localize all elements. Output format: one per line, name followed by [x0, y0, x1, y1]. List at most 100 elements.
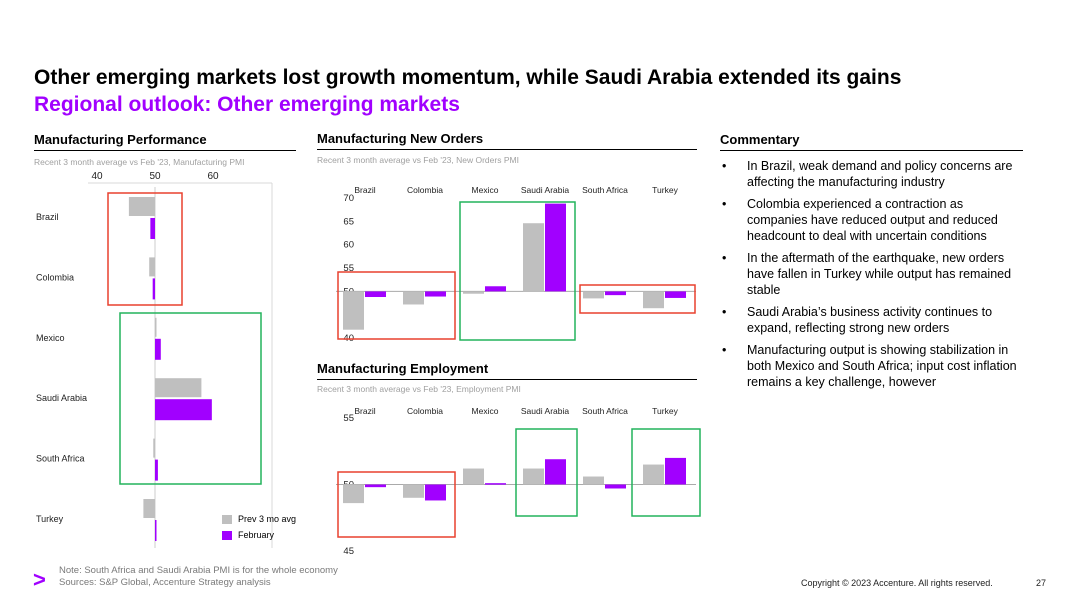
bar-prev [149, 257, 155, 277]
commentary-text: In the aftermath of the earthquake, new … [747, 251, 1012, 297]
page-subtitle: Regional outlook: Other emerging markets [34, 93, 460, 116]
bar-prev [143, 499, 155, 518]
new-orders-title: Manufacturing New Orders [317, 131, 484, 146]
y-tick-label: 65 [343, 216, 354, 227]
bar-prev [155, 378, 202, 398]
category-label: Colombia [407, 185, 443, 195]
legend-feb-label: February [238, 530, 275, 540]
highlight-box-green [459, 201, 576, 341]
bar-prev [128, 197, 155, 216]
highlight-box-red [107, 192, 183, 306]
x-tick-label: 40 [91, 171, 103, 182]
bar-prev [463, 468, 484, 485]
bar-february [365, 484, 386, 488]
page-title: Other emerging markets lost growth momen… [34, 66, 902, 89]
bar-february [155, 520, 157, 541]
category-label: Saudi Arabia [521, 185, 569, 195]
bullet-icon: • [722, 343, 727, 357]
bar-prev [583, 291, 604, 299]
category-label: Mexico [472, 406, 499, 416]
employment-chart: 455055BrazilColombiaMexicoSaudi ArabiaSo… [336, 406, 701, 557]
employment-rule [317, 379, 697, 380]
category-label: Turkey [36, 514, 64, 524]
performance-subtitle: Recent 3 month average vs Feb '23, Manuf… [34, 157, 245, 167]
y-tick-label: 70 [343, 193, 354, 204]
bar-february [665, 457, 686, 485]
category-label: Colombia [407, 406, 443, 416]
highlight-box-red [337, 271, 456, 340]
bar-prev [583, 476, 604, 485]
performance-title: Manufacturing Performance [34, 132, 207, 147]
bar-prev [403, 484, 424, 498]
legend-prev-swatch [222, 515, 232, 524]
legend-feb-swatch [222, 531, 232, 540]
commentary-text: In Brazil, weak demand and policy concer… [747, 159, 1013, 189]
performance-chart: 40 50 60 Brazil Colombia Mexico Saudi Arabia So… [36, 171, 273, 548]
x-tick-label: 50 [149, 171, 161, 182]
category-label: South Africa [582, 406, 628, 416]
commentary-title: Commentary [720, 132, 800, 147]
footer-note: Note: South Africa and Saudi Arabia PMI … [59, 565, 338, 576]
category-label: South Africa [582, 185, 628, 195]
page-number: 27 [1036, 578, 1047, 588]
y-tick-label: 45 [343, 546, 354, 557]
y-tick-label: 55 [343, 413, 354, 424]
category-label: Mexico [472, 185, 499, 195]
copyright: Copyright © 2023 Accenture. All rights r… [801, 578, 993, 588]
bar-prev [343, 291, 364, 330]
bar-february [425, 291, 446, 297]
bar-february [365, 291, 386, 298]
commentary-rule [720, 150, 1023, 151]
highlight-box-green [119, 312, 262, 485]
highlight-box-red [337, 471, 456, 538]
category-label: Turkey [652, 406, 678, 416]
bar-prev [463, 291, 484, 294]
category-label: Colombia [36, 272, 74, 282]
commentary-text: Saudi Arabia’s business activity continu… [747, 305, 993, 335]
commentary-item: • Colombia experienced a contraction as c… [720, 196, 1025, 244]
bar-february [665, 291, 686, 298]
bar-february [155, 459, 158, 481]
bar-february [605, 484, 626, 489]
bullet-icon: • [722, 197, 727, 211]
category-label: Saudi Arabia [36, 393, 87, 403]
bar-february [152, 278, 155, 300]
bar-prev [343, 484, 364, 504]
bar-february [605, 291, 626, 296]
employment-subtitle: Recent 3 month average vs Feb '23, Emplo… [317, 384, 521, 394]
y-tick-label: 55 [343, 263, 354, 274]
highlight-box-red [579, 284, 696, 314]
highlight-box-green [515, 428, 578, 517]
category-label: Brazil [36, 212, 59, 222]
x-tick-label: 60 [207, 171, 219, 182]
legend-prev-label: Prev 3 mo avg [238, 514, 297, 524]
bullet-icon: • [722, 251, 727, 265]
bar-february [155, 338, 161, 360]
bar-february [155, 399, 212, 421]
bar-prev [523, 468, 544, 485]
category-label: South Africa [36, 454, 85, 464]
bar-february [545, 459, 566, 485]
bar-prev [155, 317, 157, 337]
commentary-item: • Manufacturing output is showing stabili… [720, 342, 1025, 390]
y-tick-label: 60 [343, 240, 354, 251]
bar-february [485, 483, 506, 485]
bullet-icon: • [722, 305, 727, 319]
commentary-list: • In Brazil, weak demand and policy conce… [720, 158, 1025, 396]
bar-prev [403, 291, 424, 305]
bar-february [425, 484, 446, 501]
bar-prev [643, 464, 664, 485]
bar-prev [643, 291, 664, 309]
accenture-logo-icon: > [33, 567, 46, 592]
employment-title: Manufacturing Employment [317, 361, 489, 376]
commentary-text: Manufacturing output is showing stabiliz… [747, 343, 1017, 389]
commentary-item: • Saudi Arabia’s business activity contin… [720, 304, 1025, 336]
new-orders-subtitle: Recent 3 month average vs Feb '23, New O… [317, 155, 519, 165]
footer-sources: Sources: S&P Global, Accenture Strategy … [59, 577, 271, 588]
category-label: Turkey [652, 185, 678, 195]
category-label: Saudi Arabia [521, 406, 569, 416]
new-orders-chart: 40455055606570BrazilColombiaMexicoSaudi … [336, 185, 696, 344]
commentary-item: • In the aftermath of the earthquake, new… [720, 250, 1025, 298]
bar-prev [153, 438, 155, 458]
bar-february [485, 286, 506, 292]
